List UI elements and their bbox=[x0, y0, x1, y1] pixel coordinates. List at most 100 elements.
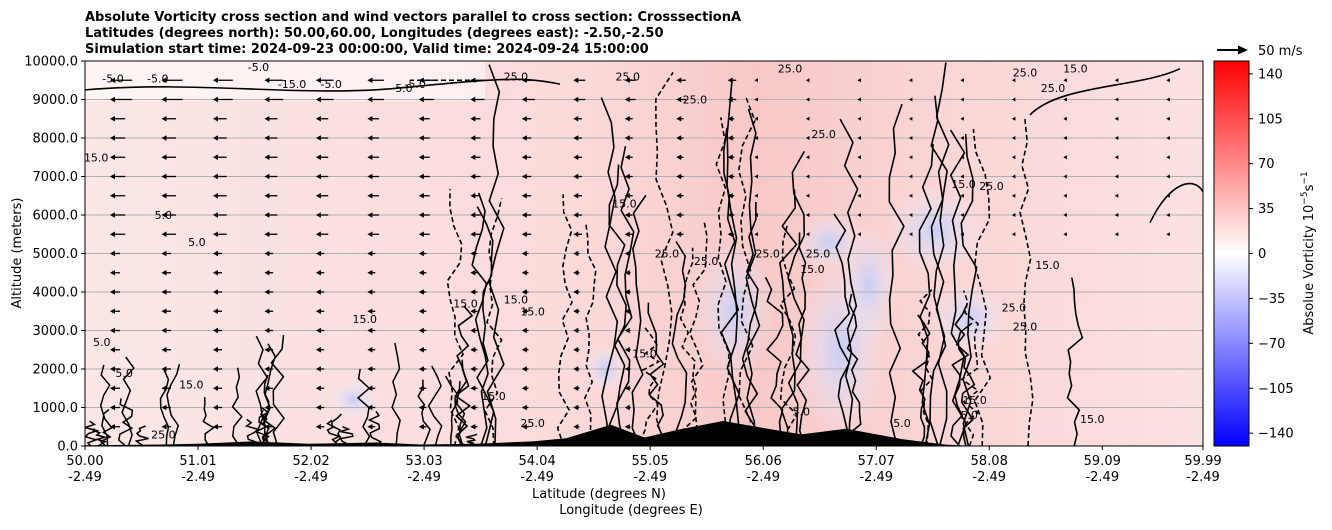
contour-line bbox=[1019, 118, 1034, 446]
wind-vector-head bbox=[1063, 97, 1067, 102]
contour-label: 15.0 bbox=[453, 298, 478, 311]
contour-line bbox=[427, 365, 443, 446]
wind-vector-head bbox=[521, 173, 527, 180]
wind-vector-head bbox=[109, 308, 115, 315]
wind-vector-head bbox=[418, 404, 424, 411]
wind-vector-head bbox=[573, 327, 579, 334]
wind-vector-head bbox=[161, 327, 167, 334]
contour-label: 5.0 bbox=[395, 82, 413, 95]
wind-vector-head bbox=[573, 135, 579, 141]
wind-vector-head bbox=[367, 154, 373, 161]
wind-vector-head bbox=[109, 289, 115, 295]
wind-vector-head bbox=[212, 308, 218, 315]
contour-label: 25.0 bbox=[979, 180, 1004, 193]
contour-label: 25.0 bbox=[806, 248, 831, 261]
wind-vector-head bbox=[857, 78, 861, 83]
wind-vector-head bbox=[727, 115, 733, 122]
wind-vector-head bbox=[264, 366, 270, 372]
wind-vector-head bbox=[960, 193, 964, 198]
vorticity-contours bbox=[85, 62, 1203, 446]
wind-vector-head bbox=[315, 250, 321, 257]
contour-line bbox=[679, 247, 698, 446]
wind-vector-head bbox=[161, 269, 167, 276]
wind-vector-head bbox=[418, 77, 424, 84]
x-tick-label-lon: -2.49 bbox=[859, 470, 893, 485]
contour-line bbox=[231, 367, 243, 446]
x-tick-label-lat: 51.01 bbox=[179, 454, 216, 469]
wind-vector-head bbox=[1063, 78, 1067, 83]
contour-label: 25.0 bbox=[520, 417, 545, 430]
contour-line bbox=[795, 232, 811, 446]
wind-vector-head bbox=[960, 174, 964, 179]
y-axis-label: Altitude (meters) bbox=[10, 198, 25, 309]
wind-vector-head bbox=[315, 96, 321, 103]
wind-vector-head bbox=[264, 192, 270, 199]
contour-line bbox=[957, 322, 976, 446]
contour-label: 15.0 bbox=[1063, 63, 1088, 76]
wind-vector-head bbox=[676, 212, 682, 218]
wind-vector-head bbox=[212, 404, 218, 411]
wind-vector-head bbox=[470, 115, 476, 122]
contour-line bbox=[1149, 182, 1203, 224]
wind-vector-head bbox=[624, 423, 630, 430]
wind-vector-head bbox=[857, 155, 861, 160]
wind-vector-head bbox=[367, 404, 373, 411]
contour-line bbox=[846, 293, 862, 446]
wind-vector-head bbox=[624, 385, 630, 392]
wind-vector-head bbox=[573, 385, 579, 392]
wind-vector-head bbox=[418, 135, 424, 141]
wind-vector-head bbox=[805, 232, 810, 237]
wind-vector-head bbox=[264, 423, 270, 430]
contour-label: -5.0 bbox=[320, 78, 341, 91]
contour-labels: -5.0 -5.0-5.0-15.0 -5.0 -5.05.015.05.05.025… bbox=[85, 61, 1104, 441]
x-tick-label-lon: -2.49 bbox=[181, 470, 215, 485]
wind-vector-head bbox=[754, 116, 758, 121]
contour-label: 15.0 bbox=[951, 178, 976, 191]
wind-vector-head bbox=[573, 404, 579, 411]
contour-line bbox=[159, 369, 170, 446]
wind-vector-head bbox=[109, 269, 115, 276]
x-tick-label-lon: -2.49 bbox=[972, 470, 1006, 485]
contour-label: 5.0 bbox=[188, 236, 206, 249]
wind-vector-head bbox=[315, 269, 321, 276]
wind-vector-head bbox=[109, 404, 115, 411]
wind-vector-head bbox=[367, 77, 373, 84]
quiver-key-label: 50 m/s bbox=[1258, 44, 1303, 59]
wind-vector-head bbox=[1166, 136, 1170, 140]
wind-vector-head bbox=[805, 78, 810, 83]
contour-label: 25.0 bbox=[755, 248, 780, 261]
wind-vector-head bbox=[521, 115, 527, 122]
wind-vector-head bbox=[1166, 232, 1170, 237]
wind-vector-head bbox=[315, 77, 321, 84]
contour-label: 5.0 bbox=[115, 367, 133, 380]
terrain-fill bbox=[85, 421, 1203, 446]
wind-vector-head bbox=[1166, 116, 1170, 121]
wind-vector-head bbox=[573, 173, 579, 180]
wind-vector-head bbox=[109, 115, 115, 122]
wind-vector-head bbox=[264, 231, 270, 238]
contour-label: 15.0 bbox=[962, 394, 987, 407]
wind-vector-head bbox=[573, 308, 579, 315]
x-tick-label-lon: -2.49 bbox=[68, 470, 102, 485]
wind-vector-head bbox=[1011, 232, 1016, 237]
wind-vector-head bbox=[521, 212, 527, 218]
quiver-key-arrow-head bbox=[1238, 45, 1248, 55]
wind-vector-head bbox=[367, 192, 373, 199]
wind-vector-head bbox=[727, 96, 733, 103]
contour-line bbox=[483, 198, 503, 446]
contour-line bbox=[911, 314, 931, 446]
contour-line bbox=[85, 78, 561, 92]
wind-vector-head bbox=[727, 192, 733, 199]
wind-vector-head bbox=[754, 97, 758, 102]
y-axis: 0.0 1000.0 2000.0 3000.0 4000.0 5000.0 6000.0 7… bbox=[24, 55, 85, 455]
wind-vector-head bbox=[161, 404, 167, 411]
wind-vector-head bbox=[367, 385, 373, 392]
wind-vector-head bbox=[1166, 213, 1170, 217]
wind-vector-head bbox=[109, 346, 115, 353]
wind-vector-head bbox=[624, 289, 630, 295]
x-tick-label-lat: 56.06 bbox=[745, 454, 782, 469]
wind-vector-head bbox=[367, 327, 373, 334]
wind-vector-head bbox=[470, 327, 476, 334]
wind-vector-head bbox=[908, 193, 913, 198]
wind-vector-head bbox=[1166, 97, 1170, 102]
